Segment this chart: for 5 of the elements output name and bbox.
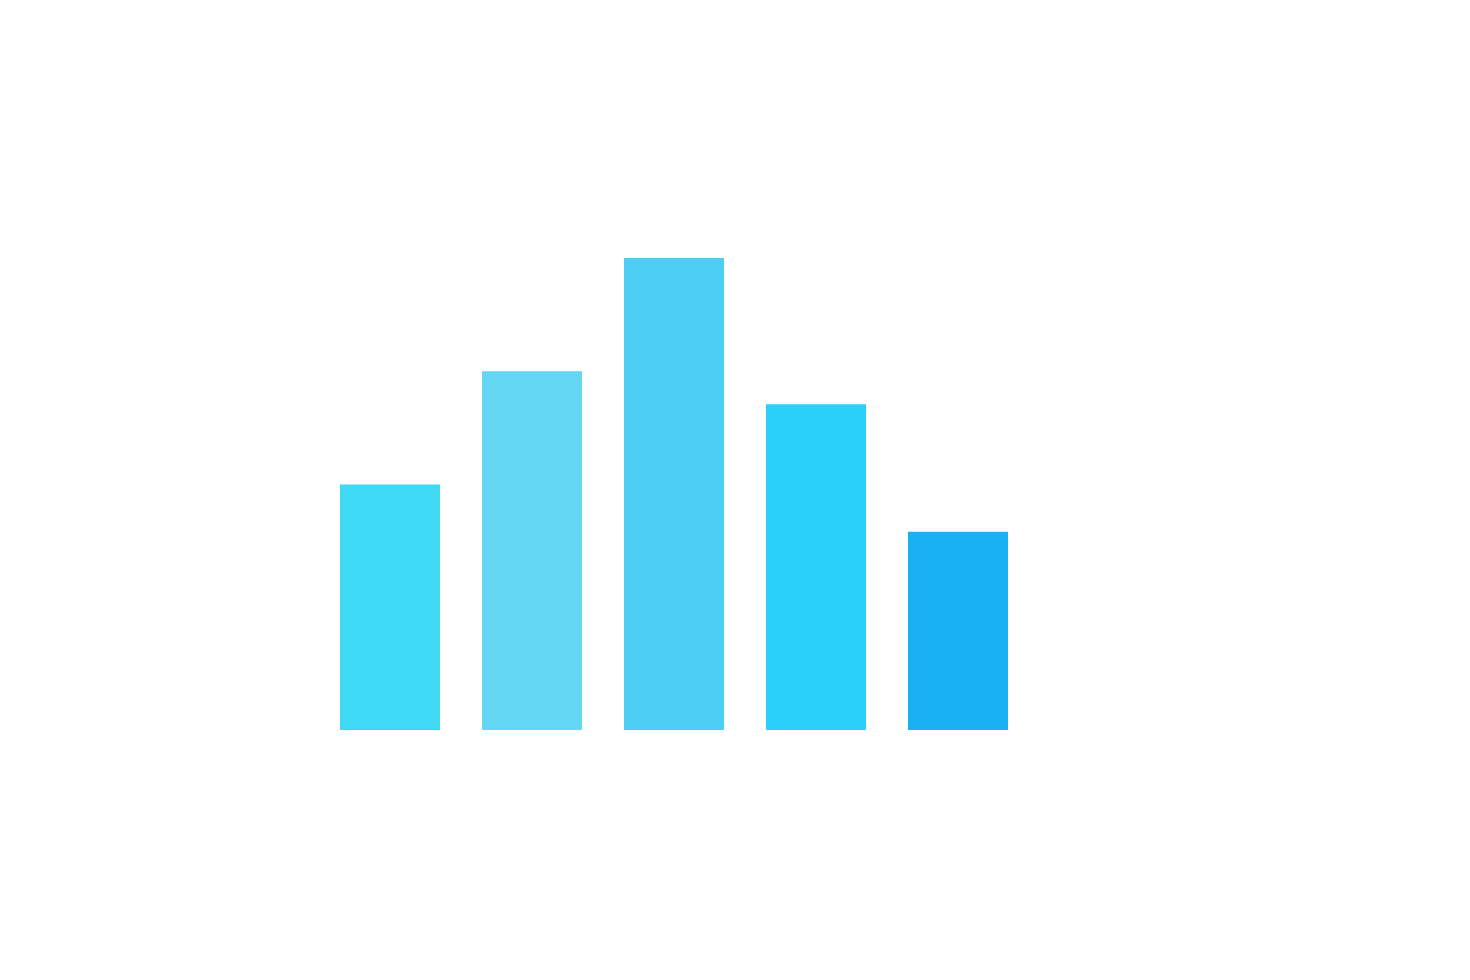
bar [624,258,725,731]
bar [908,531,1009,731]
bar [482,371,583,731]
bar [340,484,441,731]
bar [766,404,867,731]
